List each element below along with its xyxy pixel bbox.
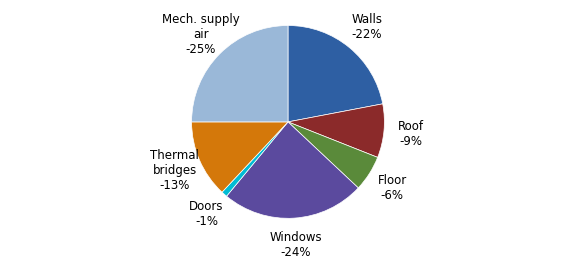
Wedge shape [288,122,378,188]
Text: Windows
-24%: Windows -24% [270,231,322,259]
Wedge shape [288,25,382,122]
Text: Floor
-6%: Floor -6% [377,174,407,202]
Wedge shape [222,122,288,196]
Text: Thermal
bridges
-13%: Thermal bridges -13% [150,150,199,192]
Wedge shape [226,122,358,218]
Wedge shape [192,122,288,192]
Text: Mech. supply
air
-25%: Mech. supply air -25% [162,13,240,56]
Text: Doors
-1%: Doors -1% [189,200,223,229]
Wedge shape [192,25,288,122]
Text: Walls
-22%: Walls -22% [351,13,382,41]
Text: Roof
-9%: Roof -9% [398,120,424,147]
Wedge shape [288,104,384,157]
